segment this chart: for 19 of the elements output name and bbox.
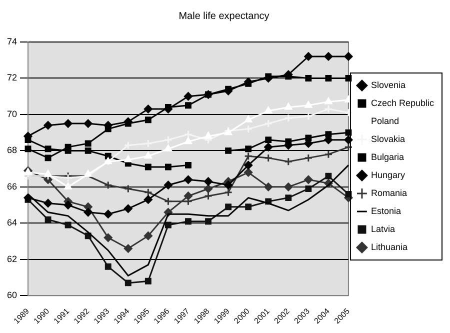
legend-label: Slovenia xyxy=(370,80,406,90)
y-tick-label: 74 xyxy=(6,36,18,46)
legend-label: Latvia xyxy=(370,224,395,234)
y-tick-label: 64 xyxy=(6,218,18,228)
y-tick-label: 62 xyxy=(6,254,18,264)
legend-label: Slovakia xyxy=(370,134,405,144)
legend-label: Romania xyxy=(370,188,407,198)
chart-title: Male life expectancy xyxy=(178,10,270,22)
y-tick-label: 60 xyxy=(6,290,18,300)
text: Poland xyxy=(370,116,399,126)
legend-label: Lithuania xyxy=(370,242,408,252)
legend-label: Hungary xyxy=(370,170,406,180)
y-tick-label: 72 xyxy=(6,72,18,83)
legend-label: Czech Republic xyxy=(370,98,434,108)
y-tick-label: 68 xyxy=(6,145,18,156)
legend-label: Estonia xyxy=(370,206,401,216)
y-tick-label: 66 xyxy=(6,181,18,192)
y-tick-label: 70 xyxy=(6,108,18,119)
legend-label: Bulgaria xyxy=(370,152,404,162)
